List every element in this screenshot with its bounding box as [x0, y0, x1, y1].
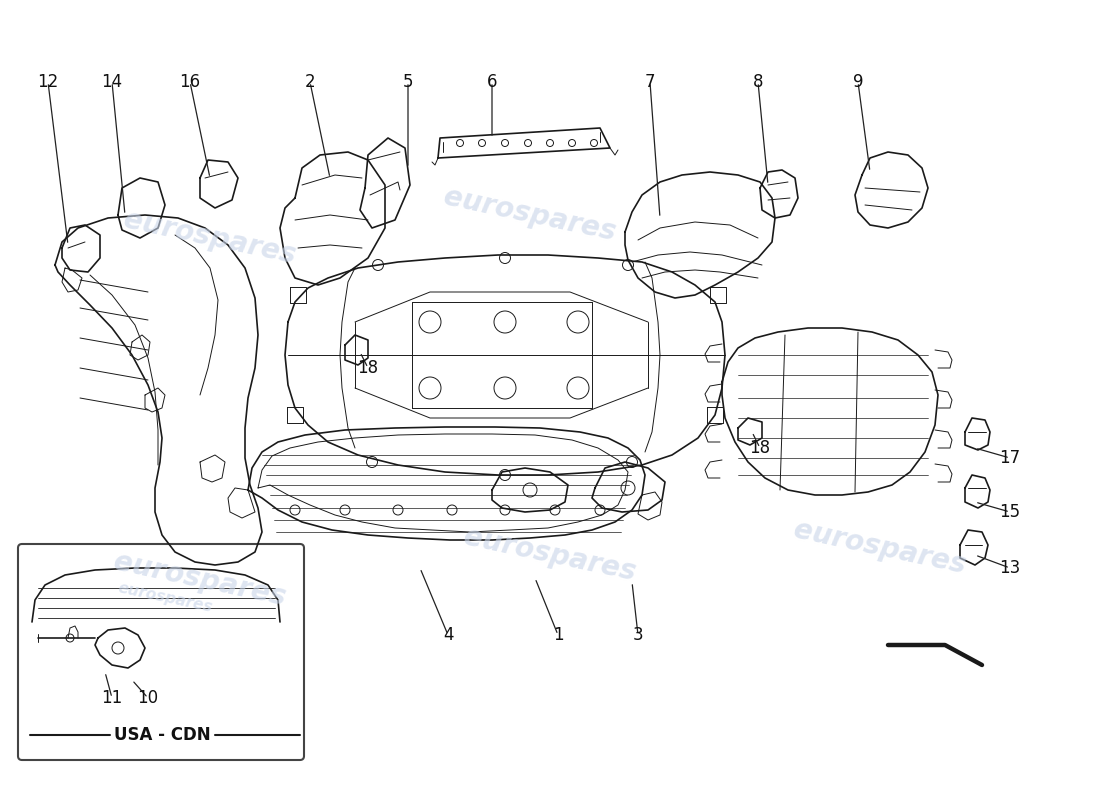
Text: 3: 3	[632, 626, 644, 644]
Text: eurospares: eurospares	[791, 516, 969, 580]
Text: eurospares: eurospares	[441, 183, 618, 247]
Text: 17: 17	[1000, 449, 1021, 467]
Text: 4: 4	[442, 626, 453, 644]
Text: USA - CDN: USA - CDN	[113, 726, 210, 744]
Text: 7: 7	[645, 73, 656, 91]
Text: 14: 14	[101, 73, 122, 91]
Text: 2: 2	[305, 73, 316, 91]
Text: 13: 13	[1000, 559, 1021, 577]
FancyBboxPatch shape	[18, 544, 304, 760]
Text: 9: 9	[852, 73, 864, 91]
Text: 18: 18	[749, 439, 771, 457]
Text: 6: 6	[486, 73, 497, 91]
Text: 12: 12	[37, 73, 58, 91]
Text: 8: 8	[752, 73, 763, 91]
Text: 11: 11	[101, 689, 122, 707]
Text: eurospares: eurospares	[111, 548, 288, 612]
Text: 1: 1	[552, 626, 563, 644]
Text: 10: 10	[138, 689, 158, 707]
Text: eurospares: eurospares	[461, 523, 639, 587]
Text: eurospares: eurospares	[117, 581, 213, 615]
Text: 15: 15	[1000, 503, 1021, 521]
Text: eurospares: eurospares	[121, 206, 299, 270]
Text: 5: 5	[403, 73, 414, 91]
Text: 16: 16	[179, 73, 200, 91]
Text: 18: 18	[358, 359, 378, 377]
